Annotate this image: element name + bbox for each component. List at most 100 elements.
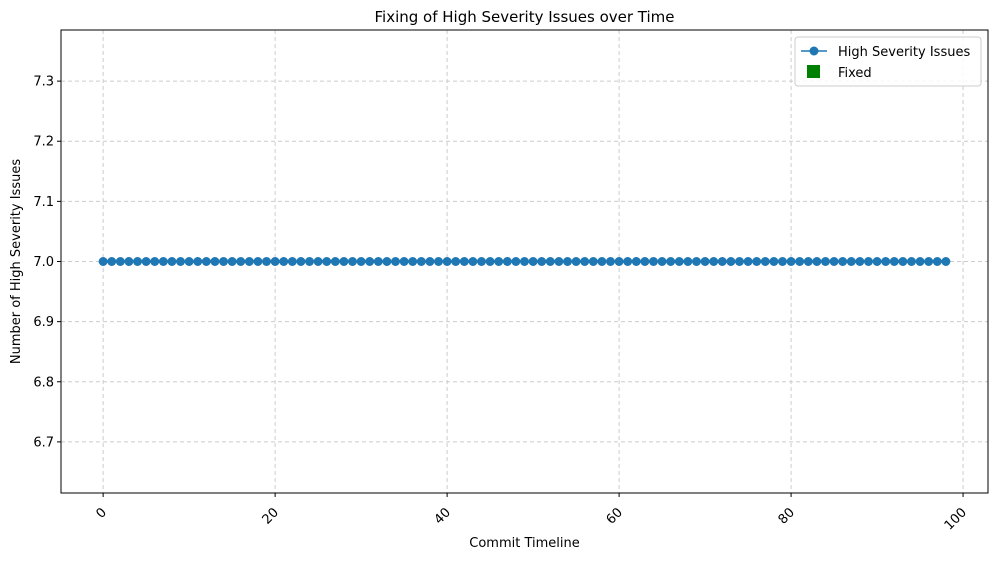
data-point: [846, 257, 856, 266]
data-point: [915, 257, 925, 266]
y-tick-label: 6.7: [33, 435, 54, 450]
data-point: [795, 257, 805, 266]
legend-label-fixed: Fixed: [838, 66, 872, 81]
y-tick-label: 7.2: [33, 135, 54, 150]
data-point: [115, 257, 125, 266]
data-point: [812, 257, 822, 266]
legend: High Severity Issues Fixed: [794, 36, 982, 87]
data-point: [906, 257, 916, 266]
data-point: [511, 257, 521, 266]
data-point: [726, 257, 736, 266]
data-point: [597, 257, 607, 266]
data-point: [150, 257, 160, 266]
data-point: [279, 257, 289, 266]
data-point: [769, 257, 779, 266]
y-tick-label: 6.9: [33, 315, 54, 330]
data-point: [898, 257, 908, 266]
data-point: [244, 257, 254, 266]
data-point: [425, 257, 435, 266]
data-point: [648, 257, 658, 266]
data-point: [270, 257, 280, 266]
series-layer: [98, 257, 951, 266]
data-point: [545, 257, 555, 266]
data-point: [614, 257, 624, 266]
data-point: [717, 257, 727, 266]
data-point: [562, 257, 572, 266]
data-point: [442, 257, 452, 266]
data-point: [605, 257, 615, 266]
data-point: [631, 257, 641, 266]
chart-title: Fixing of High Severity Issues over Time: [374, 8, 674, 26]
data-point: [391, 257, 401, 266]
legend-label-high-severity: High Severity Issues: [838, 45, 970, 60]
data-point: [786, 257, 796, 266]
data-point: [124, 257, 134, 266]
data-point: [227, 257, 237, 266]
data-point: [580, 257, 590, 266]
y-tick-label: 7.0: [33, 255, 54, 270]
data-point: [640, 257, 650, 266]
data-point: [691, 257, 701, 266]
data-point: [210, 257, 220, 266]
data-point: [709, 257, 719, 266]
x-axis-label: Commit Timeline: [469, 536, 579, 551]
data-point: [623, 257, 633, 266]
data-point: [399, 257, 409, 266]
data-point: [881, 257, 891, 266]
data-point: [571, 257, 581, 266]
data-point: [674, 257, 684, 266]
data-point: [588, 257, 598, 266]
data-point: [889, 257, 899, 266]
data-point: [477, 257, 487, 266]
data-point: [554, 257, 564, 266]
data-point: [820, 257, 830, 266]
data-point: [924, 257, 934, 266]
data-point: [941, 257, 951, 266]
y-tick-label: 7.1: [33, 195, 54, 210]
data-point: [683, 257, 693, 266]
data-point: [872, 257, 882, 266]
data-point: [459, 257, 469, 266]
data-point: [528, 257, 538, 266]
data-point: [734, 257, 744, 266]
data-point: [666, 257, 676, 266]
y-tick-label: 6.8: [33, 375, 54, 390]
data-point: [416, 257, 426, 266]
data-point: [330, 257, 340, 266]
data-point: [494, 257, 504, 266]
data-point: [107, 257, 117, 266]
legend-marker-high-severity: [809, 46, 819, 56]
data-point: [434, 257, 444, 266]
data-point: [365, 257, 375, 266]
data-point: [141, 257, 151, 266]
legend-marker-fixed: [807, 65, 820, 78]
data-point: [253, 257, 263, 266]
data-point: [468, 257, 478, 266]
data-point: [932, 257, 942, 266]
data-point: [520, 257, 529, 266]
legend-box: [794, 36, 982, 87]
data-point: [305, 257, 315, 266]
y-tick-label: 7.3: [33, 75, 54, 90]
data-point: [863, 257, 873, 266]
data-point: [236, 257, 246, 266]
data-point: [743, 257, 753, 266]
data-point: [382, 257, 392, 266]
data-point: [356, 257, 366, 266]
data-point: [176, 257, 186, 266]
data-point: [322, 257, 332, 266]
data-point: [855, 257, 865, 266]
data-point: [287, 257, 297, 266]
data-point: [537, 257, 547, 266]
data-point: [657, 257, 667, 266]
data-point: [451, 257, 461, 266]
data-point: [201, 257, 211, 266]
data-point: [133, 257, 143, 266]
data-point: [296, 257, 306, 266]
data-point: [167, 257, 177, 266]
data-point: [158, 257, 168, 266]
data-point: [98, 257, 108, 266]
data-point: [502, 257, 512, 266]
